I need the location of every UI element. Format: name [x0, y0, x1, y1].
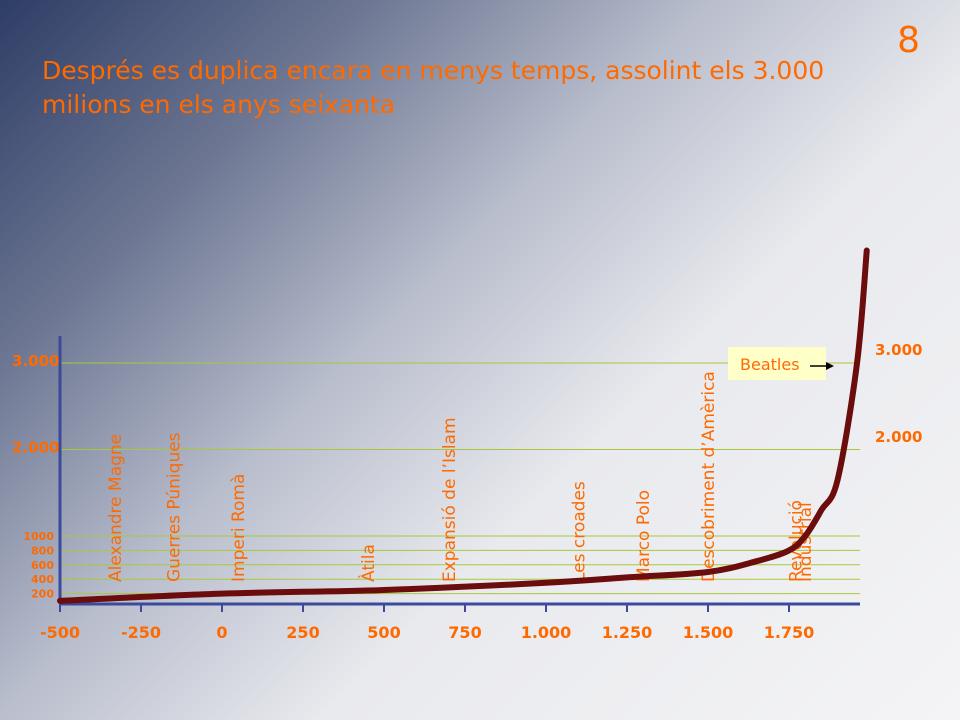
beatles-annotation: Beatles — [728, 347, 834, 380]
page-number: 8 — [897, 20, 920, 61]
event-label: Les croades — [569, 481, 589, 582]
event-labels: Alexandre Magne Guerres Púniques Imperi Ro… — [106, 371, 816, 582]
y-tick-label-left-small: 800 — [31, 544, 54, 557]
x-tick-label: -250 — [121, 623, 161, 642]
annotation-box — [728, 347, 826, 380]
x-tick-label: 1.500 — [683, 623, 734, 642]
y-tick-label-left-small: 400 — [31, 573, 54, 586]
x-tick-label: 500 — [367, 623, 400, 642]
y-tick-label-left: 3.000 — [12, 352, 59, 370]
y-tick-label-left-small: 200 — [31, 588, 54, 601]
population-curve — [57, 247, 870, 604]
event-label: Expansió de l’Islam — [440, 417, 460, 582]
slide-title: Després es duplica encara en menys temps… — [42, 56, 825, 119]
x-tick-label: 0 — [216, 623, 227, 642]
y-tick-label-left: 2.000 — [12, 439, 59, 457]
x-tick-label: 250 — [286, 623, 319, 642]
y-tick-label-left-small: 600 — [31, 559, 54, 572]
event-label: Imperi Romà — [229, 474, 249, 582]
x-tick-label: 1.000 — [521, 623, 572, 642]
series-layer — [57, 247, 870, 604]
x-tick-label: 1.750 — [764, 623, 815, 642]
event-label: Àtila — [357, 544, 379, 582]
event-label: Marco Polo — [634, 490, 654, 582]
x-tick-label: 1.250 — [602, 623, 653, 642]
event-label: Descobriment d’Amèrica — [699, 371, 719, 582]
annotation-arrowhead — [826, 362, 834, 370]
y-tick-label-right: 3.000 — [875, 341, 922, 359]
x-tick-label: -500 — [40, 623, 80, 642]
x-tick-labels: -500 -250 0 250 500 750 1.000 1.250 1.500 1.750 — [40, 604, 814, 642]
annotation-label: Beatles — [740, 355, 800, 374]
event-label: Alexandre Magne — [106, 434, 126, 582]
event-label: Guerres Púniques — [164, 432, 184, 582]
y-tick-label-right: 2.000 — [875, 428, 922, 446]
event-label: Revolució — [786, 500, 806, 582]
y-tick-label-left-small: 1000 — [23, 530, 54, 543]
axes — [58, 336, 860, 606]
x-tick-label: 750 — [448, 623, 481, 642]
